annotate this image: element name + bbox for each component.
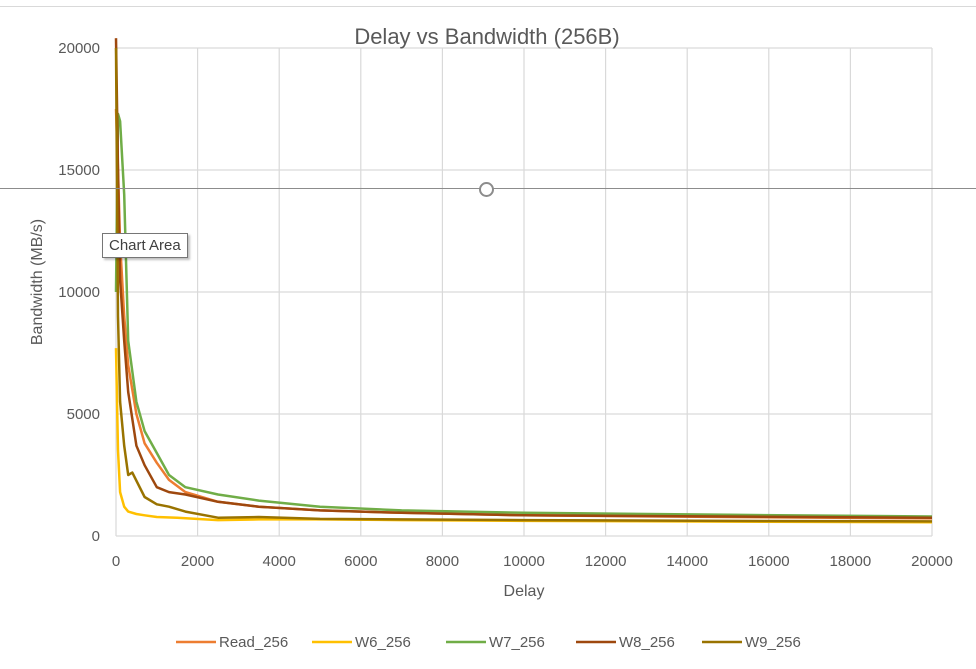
resize-handle[interactable] — [479, 182, 494, 197]
x-tick-label-3: 6000 — [344, 553, 377, 570]
y-axis-title: Bandwidth (MB/s) — [29, 219, 46, 345]
y-tick-label-4: 20000 — [58, 40, 100, 57]
series-line-W9_256 — [114, 47, 933, 523]
x-tick-label-2: 4000 — [263, 553, 296, 570]
x-tick-label-5: 10000 — [503, 553, 545, 570]
chart-title: Delay vs Bandwidth (256B) — [354, 24, 619, 49]
x-tick-label-4: 8000 — [426, 553, 459, 570]
legend-label-W7_256: W7_256 — [489, 634, 545, 651]
x-tick-label-8: 16000 — [748, 553, 790, 570]
x-tick-label-0: 0 — [112, 553, 120, 570]
legend-label-W9_256: W9_256 — [745, 634, 801, 651]
spreadsheet-row-strip — [0, 0, 976, 7]
x-axis-ticks: 0 2000 4000 6000 8000 10000 12000 14000 16000 180… — [112, 553, 953, 570]
legend-label-W8_256: W8_256 — [619, 634, 675, 651]
x-tick-label-10: 20000 — [911, 553, 953, 570]
legend-label-Read_256: Read_256 — [219, 634, 288, 651]
tooltip: Chart Area — [102, 233, 188, 258]
y-tick-label-0: 0 — [92, 528, 100, 545]
gridlines — [115, 47, 933, 537]
x-tick-label-6: 12000 — [585, 553, 627, 570]
x-tick-label-7: 14000 — [666, 553, 708, 570]
x-axis-title: Delay — [504, 583, 545, 600]
y-tick-label-2: 10000 — [58, 284, 100, 301]
legend: Read_256 W6_256 W7_256 W8_256 W9_256 — [176, 634, 801, 651]
series-line-W7_256 — [114, 112, 933, 518]
x-tick-label-1: 2000 — [181, 553, 214, 570]
y-tick-label-1: 5000 — [67, 406, 100, 423]
x-tick-label-9: 18000 — [830, 553, 872, 570]
series-line-W8_256 — [114, 38, 933, 519]
series-lines — [114, 38, 933, 524]
legend-label-W6_256: W6_256 — [355, 634, 411, 651]
y-axis-ticks: 0 5000 10000 15000 20000 — [58, 40, 100, 545]
y-tick-label-3: 15000 — [58, 162, 100, 179]
